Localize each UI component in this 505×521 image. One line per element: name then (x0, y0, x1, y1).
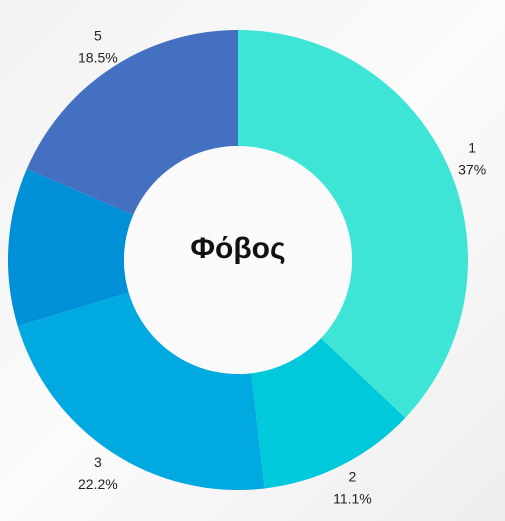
slice-value-label: 22.2% (78, 476, 118, 492)
slice-category: 3 (94, 454, 102, 470)
slice-category: 1 (468, 140, 476, 156)
slice (251, 338, 406, 489)
donut-hole (124, 146, 352, 374)
slice (17, 292, 265, 490)
slice-value-label: 37% (458, 162, 486, 178)
slice-value-label: 18.5% (78, 50, 118, 66)
slice-category: 2 (349, 469, 357, 485)
slices (7, 29, 468, 490)
slice (7, 168, 134, 326)
slice-category: 5 (94, 28, 102, 44)
slice (238, 30, 468, 418)
center-label: Φόβος (190, 232, 285, 265)
slice (26, 29, 238, 215)
slice-value-label: 11.1% (333, 491, 372, 507)
